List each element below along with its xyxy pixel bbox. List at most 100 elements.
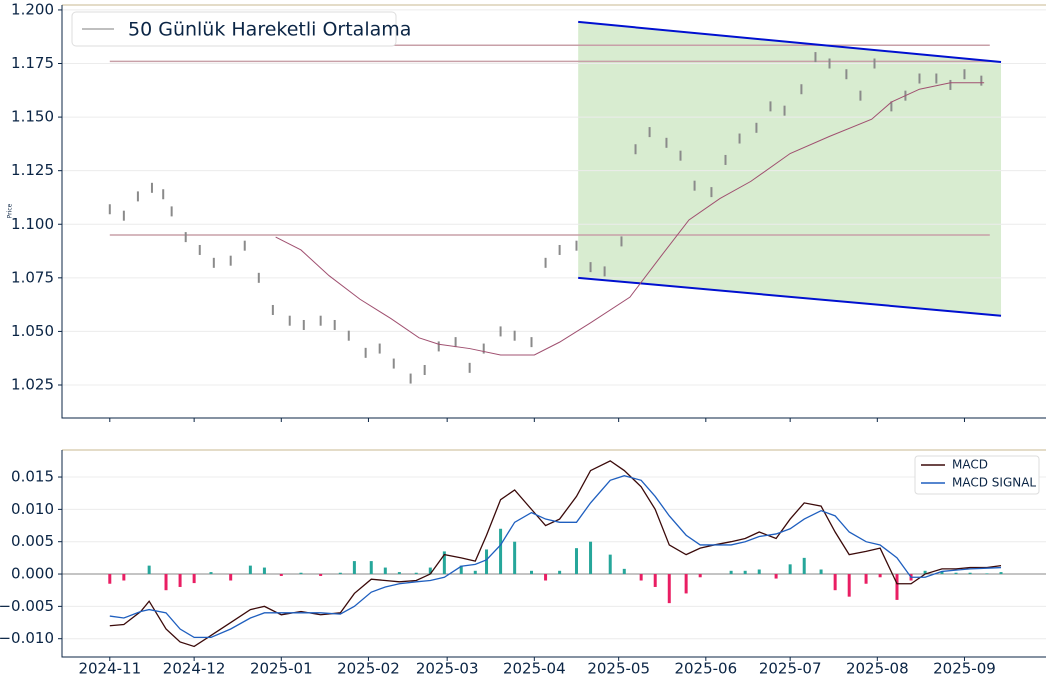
- histogram-bar: [178, 574, 182, 587]
- channel-line: [578, 20, 1002, 64]
- x-tick-label: 2025-01: [250, 660, 313, 678]
- histogram-bar: [743, 570, 747, 575]
- price-mark: [634, 144, 637, 155]
- price-mark: [364, 347, 367, 358]
- histogram-bar: [414, 572, 418, 575]
- histogram-bar: [147, 565, 151, 575]
- histogram-bar: [667, 574, 671, 604]
- histogram-bar: [589, 541, 593, 575]
- histogram-bar: [164, 574, 168, 591]
- price-mark: [918, 73, 921, 84]
- histogram-bar: [352, 561, 356, 575]
- histogram-bar: [229, 574, 233, 581]
- histogram-bar: [513, 541, 517, 575]
- price-mark: [229, 255, 232, 266]
- price-mark: [482, 343, 485, 354]
- price-mark: [828, 58, 831, 69]
- histogram-bar: [459, 565, 463, 575]
- price-mark: [814, 52, 817, 63]
- price-mark: [544, 257, 547, 268]
- y-tick-label: 0.000: [11, 565, 54, 583]
- price-mark: [271, 304, 274, 315]
- channel-line: [578, 276, 1002, 317]
- histogram-bar: [895, 574, 899, 600]
- histogram-bar: [544, 574, 548, 581]
- histogram-bar: [108, 574, 112, 584]
- legend-box: [914, 455, 1040, 495]
- price-mark: [783, 105, 786, 116]
- price-mark: [437, 341, 440, 352]
- histogram-bar: [847, 574, 851, 597]
- histogram-bar: [622, 568, 626, 575]
- y-tick-label: 1.100: [11, 215, 54, 233]
- price-mark: [873, 58, 876, 69]
- histogram-bar: [940, 571, 944, 575]
- x-tick-label: 2025-04: [503, 660, 566, 678]
- price-mark: [302, 319, 305, 330]
- price-mark: [603, 266, 606, 277]
- y-tick-label: 0.005: [11, 532, 54, 550]
- price-mark: [347, 330, 350, 341]
- price-mark: [378, 343, 381, 354]
- macd-line: [109, 460, 1002, 648]
- x-tick-label: 2025-06: [674, 660, 737, 678]
- price-mark: [845, 69, 848, 80]
- histogram-bar: [698, 574, 702, 578]
- x-tick-label: 2025-07: [759, 660, 822, 678]
- price-mark: [122, 210, 125, 221]
- histogram-bar: [833, 574, 837, 591]
- price-mark: [800, 84, 803, 95]
- histogram-bar: [757, 569, 761, 575]
- price-mark: [409, 373, 412, 384]
- histogram-bar: [864, 574, 868, 584]
- histogram-bar: [485, 549, 489, 575]
- price-mark: [468, 362, 471, 373]
- histogram-bar: [279, 574, 283, 576]
- x-tick-label: 2025-02: [337, 660, 400, 678]
- price-mark: [319, 315, 322, 326]
- price-mark: [935, 73, 938, 84]
- price-mark: [679, 150, 682, 161]
- histogram-bar: [530, 570, 534, 575]
- price-mark: [162, 189, 165, 200]
- price-mark: [769, 101, 772, 112]
- price-mark: [710, 187, 713, 198]
- price-mark: [949, 79, 952, 90]
- price-mark: [423, 364, 426, 375]
- histogram-bar: [397, 572, 401, 575]
- channel-area: [578, 21, 1002, 316]
- histogram-bar: [473, 570, 477, 575]
- histogram-bar: [209, 572, 213, 575]
- y-tick-label: 1.075: [11, 268, 54, 286]
- y-tick-label: 1.150: [11, 108, 54, 126]
- histogram-bar: [428, 567, 432, 575]
- legend-box: [71, 11, 397, 47]
- price-mark: [530, 337, 533, 348]
- histogram-bar: [968, 572, 972, 575]
- y-tick-label: 1.050: [11, 322, 54, 340]
- axes-spine: [61, 450, 1046, 658]
- histogram-bar: [985, 573, 989, 575]
- histogram-bar: [262, 567, 266, 575]
- price-mark: [755, 122, 758, 133]
- price-mark: [136, 191, 139, 202]
- y-tick-label: −0.010: [0, 629, 54, 647]
- x-tick-label: 2025-09: [933, 660, 996, 678]
- price-mark: [890, 101, 893, 112]
- price-mark: [575, 240, 578, 251]
- price-mark: [333, 319, 336, 330]
- histogram-bar: [684, 574, 688, 594]
- histogram-bar: [878, 574, 882, 578]
- price-mark: [212, 257, 215, 268]
- price-mark: [288, 315, 291, 326]
- histogram-bar: [122, 574, 126, 581]
- histogram-bar: [299, 572, 303, 575]
- price-mark: [648, 127, 651, 138]
- price-mark: [693, 180, 696, 191]
- price-mark: [170, 206, 173, 217]
- histogram-bar: [338, 572, 342, 575]
- price-mark: [859, 90, 862, 101]
- histogram-bar: [788, 564, 792, 575]
- x-tick-label: 2025-05: [587, 660, 650, 678]
